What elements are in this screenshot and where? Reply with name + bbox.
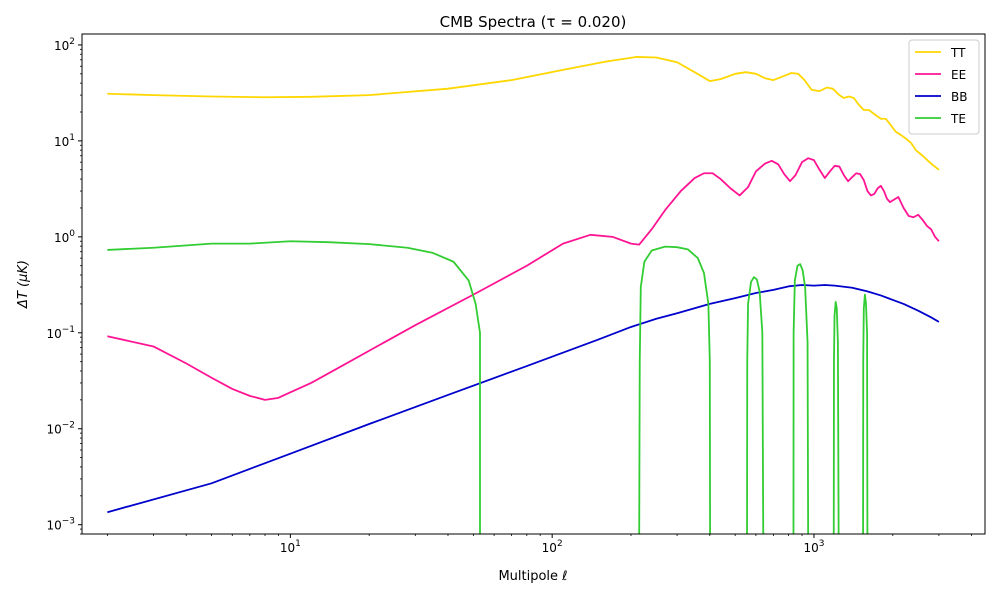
series-te <box>107 240 869 534</box>
series-bb <box>107 284 940 514</box>
y-tick-label: 100 <box>54 229 75 245</box>
series-te-line-0 <box>107 240 481 534</box>
legend-label-ee: EE <box>951 68 966 82</box>
x-tick-label: 102 <box>542 539 563 555</box>
y-tick-label: 10−3 <box>46 517 75 533</box>
y-tick-label: 102 <box>54 37 75 53</box>
series-te-line-3 <box>792 263 810 534</box>
y-tick-label: 101 <box>54 133 75 149</box>
series-te-line-2 <box>746 276 765 534</box>
series-ee <box>107 157 940 401</box>
legend-label-tt: TT <box>950 46 966 60</box>
x-axis-label: Multipole ℓ <box>498 569 567 584</box>
x-tick-label: 103 <box>803 539 824 555</box>
legend-label-bb: BB <box>951 90 967 104</box>
legend-label-te: TE <box>950 112 966 126</box>
series-tt-line <box>107 56 940 171</box>
series-te-line-4 <box>832 300 840 534</box>
series-layer <box>107 56 940 534</box>
series-te-line-5 <box>862 293 869 534</box>
plot-frame <box>81 33 986 535</box>
legend: TT EE BB TE <box>908 39 980 135</box>
y-tick-label: 10−1 <box>46 325 75 341</box>
series-bb-line <box>107 284 940 514</box>
tick-layer: 101 102 103 10−3 10−2 10−1 100 101 102 <box>46 37 973 555</box>
series-ee-line <box>107 157 940 401</box>
y-axis-label: ΔT (μK) <box>16 260 31 309</box>
y-tick-label: 10−2 <box>46 421 75 437</box>
legend-box <box>908 39 980 135</box>
x-tick-label: 101 <box>280 539 301 555</box>
series-te-line-1 <box>638 245 711 534</box>
series-tt <box>107 56 940 171</box>
chart-title: CMB Spectra (τ = 0.020) <box>440 13 627 31</box>
